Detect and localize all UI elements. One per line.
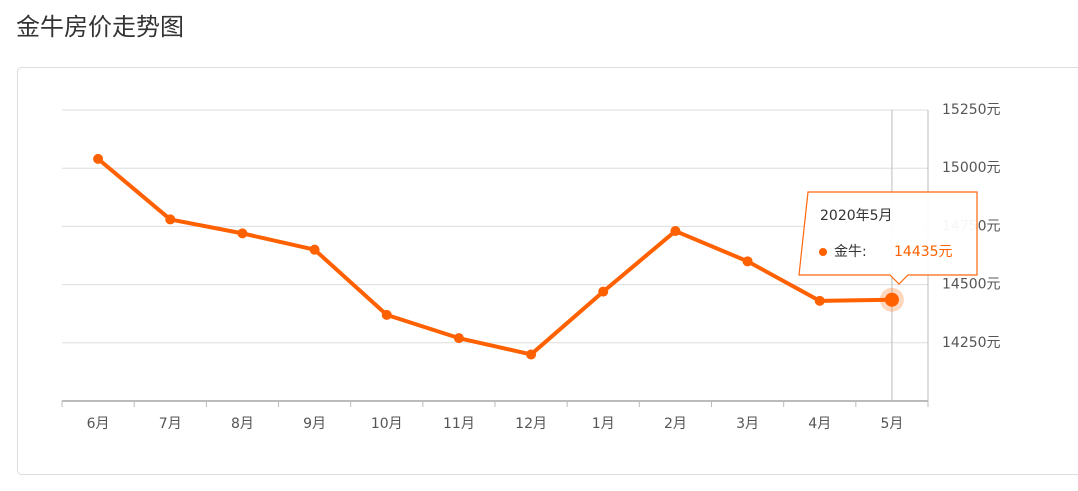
point — [310, 245, 320, 255]
tooltip-dot — [819, 248, 827, 256]
tooltip-series: 金牛: — [834, 244, 867, 260]
point — [382, 310, 392, 320]
point — [237, 228, 247, 238]
x-tick-label: 11月 — [443, 416, 475, 432]
x-tick-label: 10月 — [371, 416, 403, 432]
y-tick-label: 14250元 — [942, 335, 1001, 351]
point — [165, 214, 175, 224]
x-tick-label: 8月 — [231, 416, 254, 432]
x-tick-label: 12月 — [515, 416, 547, 432]
x-tick-label: 9月 — [303, 416, 326, 432]
x-tick-label: 7月 — [159, 416, 182, 432]
point — [815, 296, 825, 306]
x-tick-label: 6月 — [87, 416, 110, 432]
point — [93, 154, 103, 164]
y-tick-label: 15000元 — [942, 160, 1001, 176]
y-tick-label: 15250元 — [942, 102, 1001, 118]
y-tick-label: 14500元 — [942, 277, 1001, 293]
x-tick-label: 3月 — [736, 416, 759, 432]
point — [885, 293, 899, 307]
tooltip-value: 14435元 — [894, 244, 953, 260]
chart-title: 金牛房价走势图 — [16, 13, 184, 41]
tooltip-box — [799, 192, 977, 284]
x-tick-label: 5月 — [880, 416, 903, 432]
tooltip-title: 2020年5月 — [820, 208, 893, 224]
point — [598, 287, 608, 297]
x-tick-label: 1月 — [592, 416, 615, 432]
point — [670, 226, 680, 236]
point — [454, 333, 464, 343]
x-tick-label: 4月 — [808, 416, 831, 432]
point — [743, 256, 753, 266]
point — [526, 349, 536, 359]
x-tick-label: 2月 — [664, 416, 687, 432]
